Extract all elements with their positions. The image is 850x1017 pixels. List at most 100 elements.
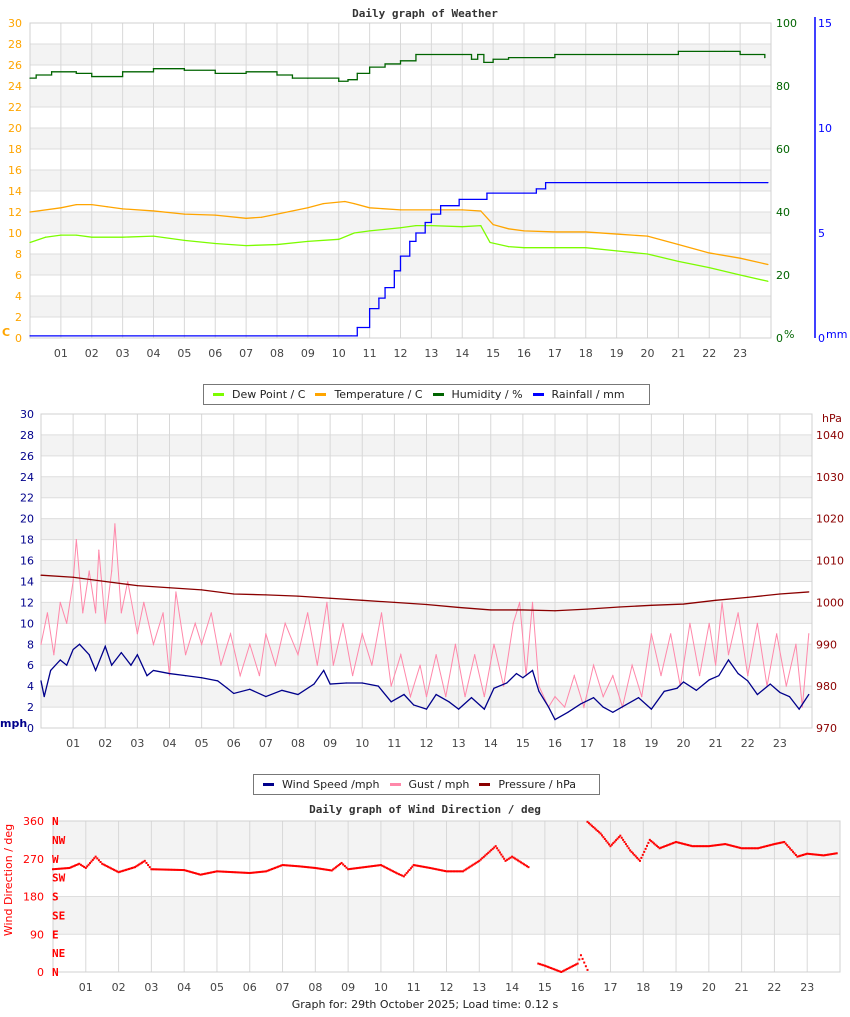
wind-direction-point [734, 845, 737, 848]
y-tick-label-left: 10 [20, 617, 34, 630]
humidity-line-point [291, 77, 294, 79]
wind-direction-point [105, 865, 108, 868]
x-tick-label: 10 [355, 737, 369, 750]
wind-direction-point [589, 823, 592, 826]
gust-line-point [152, 643, 155, 645]
wind-direction-point [180, 868, 183, 871]
wind-direction-point [739, 846, 742, 849]
x-tick-label: 23 [733, 347, 747, 360]
y-tick-label-humidity: 40 [776, 206, 790, 219]
wind-direction-point [800, 854, 803, 857]
wind-direction-point [330, 869, 333, 872]
wind-direction-point [132, 866, 135, 869]
temperature-line-point [646, 235, 649, 237]
y-unit-left: mph [0, 717, 27, 730]
wind-direction-point [104, 864, 107, 867]
wind-direction-point [116, 870, 119, 873]
humidity-line-point [764, 57, 766, 59]
wind-direction-point [612, 842, 615, 845]
y-tick-label-left: 6 [15, 269, 22, 282]
wind-direction-point [810, 853, 813, 856]
wind-direction-point [329, 869, 332, 872]
temperature-line-point [461, 209, 463, 211]
wind-direction-point [275, 866, 278, 869]
gust-line-point [612, 675, 614, 677]
wind-direction-point [111, 868, 114, 871]
wind-speed-line-point [345, 682, 347, 684]
gust-line-point [184, 654, 187, 656]
dew-point-line-point [554, 247, 556, 249]
wind-speed-line-point [233, 692, 235, 695]
wind-direction-point [294, 865, 297, 868]
dew-point-line-point [245, 245, 247, 247]
gust-line-point [670, 633, 672, 635]
gust-line-point [493, 643, 495, 645]
x-tick-label: 03 [144, 981, 158, 994]
pressure-line-point [522, 609, 524, 611]
wind-direction-point [409, 867, 412, 870]
dew-point-line-point [399, 227, 402, 229]
y-tick-label-pressure: 970 [816, 722, 837, 735]
wind-direction-point [815, 853, 818, 856]
wind-direction-point [418, 865, 421, 868]
wind-direction-point [701, 845, 704, 848]
wind-speed-line-point [531, 669, 534, 672]
gust-line-point [708, 622, 710, 624]
y-tick-label-left: 10 [8, 227, 22, 240]
wind-direction-point [223, 870, 226, 873]
wind-speed-line-point [390, 701, 392, 703]
wind-speed-line-point [637, 697, 640, 699]
wind-direction-point [96, 857, 99, 860]
wind-speed-line-point [217, 680, 219, 682]
wind-direction-point [215, 870, 218, 873]
humidity-line-point [470, 58, 473, 60]
wind-direction-point [415, 864, 418, 867]
wind-direction-point [56, 867, 59, 870]
wind-direction-point [641, 853, 644, 856]
x-tick-label: 09 [301, 347, 315, 360]
wind-direction-point [404, 873, 407, 876]
wind-direction-point [382, 865, 385, 868]
wind-direction-point [601, 834, 604, 837]
x-tick-label: 09 [341, 981, 355, 994]
gust-line-point [445, 696, 447, 698]
wind-direction-point [340, 861, 343, 864]
rainfall-line-point [430, 213, 432, 215]
compass-label: S [52, 891, 59, 904]
gust-line-point [194, 622, 196, 624]
wind-direction-point [777, 842, 780, 845]
wind-direction-point [473, 862, 476, 865]
wind-direction-point [130, 867, 133, 870]
y-tick-label-left: 22 [20, 492, 34, 505]
wind-direction-point [408, 868, 411, 871]
y-tick-label-pressure: 1030 [816, 471, 844, 484]
wind-direction-point [145, 861, 148, 864]
dew-point-line-point [183, 239, 185, 241]
gust-line-point [220, 664, 222, 666]
gust-line-point [698, 675, 701, 677]
wind-direction-point [235, 871, 238, 874]
gust-line-point [483, 696, 485, 698]
wind-direction-point [172, 868, 175, 871]
wind-direction-point [640, 856, 643, 859]
wind-direction-point [457, 870, 460, 873]
x-tick-label: 19 [644, 737, 658, 750]
wind-direction-point [761, 846, 764, 849]
wind-direction-point [572, 964, 575, 967]
wind-speed-line-point [136, 654, 138, 656]
y-tick-label-left: 30 [20, 408, 34, 421]
wind-direction-point [835, 852, 838, 855]
dew-point-line-point [646, 253, 649, 255]
wind-direction-point [799, 854, 802, 857]
y-tick-label-left: 4 [15, 290, 22, 303]
wind-speed-line-point [483, 708, 485, 710]
wind-direction-point [521, 862, 524, 865]
pressure-line-point [329, 597, 331, 599]
wind-direction-point [309, 866, 312, 869]
pressure-line-point [715, 599, 717, 601]
pressure-line-point [393, 601, 395, 604]
x-tick-label: 09 [323, 737, 337, 750]
wind-direction-point [321, 868, 324, 871]
wind-direction-point [818, 853, 821, 856]
temperature-line-point [245, 217, 247, 219]
